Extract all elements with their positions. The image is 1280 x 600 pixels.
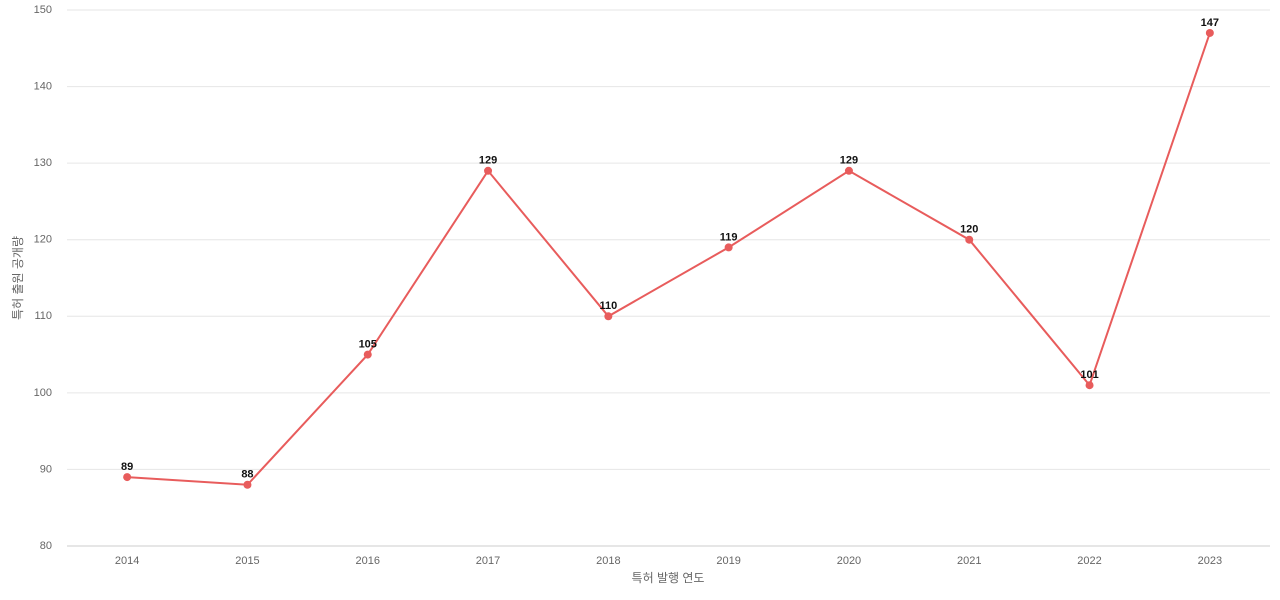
x-tick-label: 2018	[596, 555, 620, 567]
y-tick-label: 110	[34, 310, 52, 322]
y-tick-label: 140	[34, 80, 52, 92]
line	[127, 32, 1211, 486]
x-tick-label: 2015	[235, 555, 259, 567]
point	[965, 235, 974, 244]
y-tick-label: 90	[40, 463, 52, 475]
point	[604, 312, 613, 321]
point	[243, 480, 252, 489]
x-tick-label: 2021	[957, 555, 981, 567]
y-tick-label: 150	[34, 4, 52, 16]
x-tick-label: 2017	[476, 555, 500, 567]
x-tick-label: 2023	[1198, 555, 1222, 567]
y-tick-label: 130	[34, 157, 52, 169]
point	[123, 473, 132, 482]
y-axis-title: 특허 출원 공개량	[11, 236, 25, 320]
point	[724, 243, 733, 252]
point	[484, 166, 493, 175]
x-tick-label: 2020	[837, 555, 861, 567]
point	[363, 350, 372, 359]
value-label: 129	[479, 155, 497, 167]
point	[844, 166, 853, 175]
value-label: 129	[840, 155, 858, 167]
y-tick-label: 120	[34, 234, 52, 246]
value-label: 101	[1080, 369, 1098, 381]
value-label: 105	[359, 338, 377, 350]
x-tick-label: 2022	[1077, 555, 1101, 567]
x-axis-title: 특허 발행 연도	[632, 570, 705, 585]
value-label: 120	[960, 224, 978, 236]
value-label: 88	[241, 469, 253, 481]
value-label: 110	[599, 300, 617, 312]
x-tick-label: 2016	[356, 555, 380, 567]
value-label: 147	[1201, 17, 1219, 29]
value-label: 119	[720, 231, 738, 243]
y-tick-label: 80	[40, 540, 52, 552]
y-tick-label: 100	[34, 387, 52, 399]
point	[1205, 28, 1214, 37]
value-label: 89	[121, 461, 133, 473]
x-tick-label: 2019	[716, 555, 740, 567]
x-tick-label: 2014	[115, 555, 139, 567]
point	[1085, 381, 1094, 390]
